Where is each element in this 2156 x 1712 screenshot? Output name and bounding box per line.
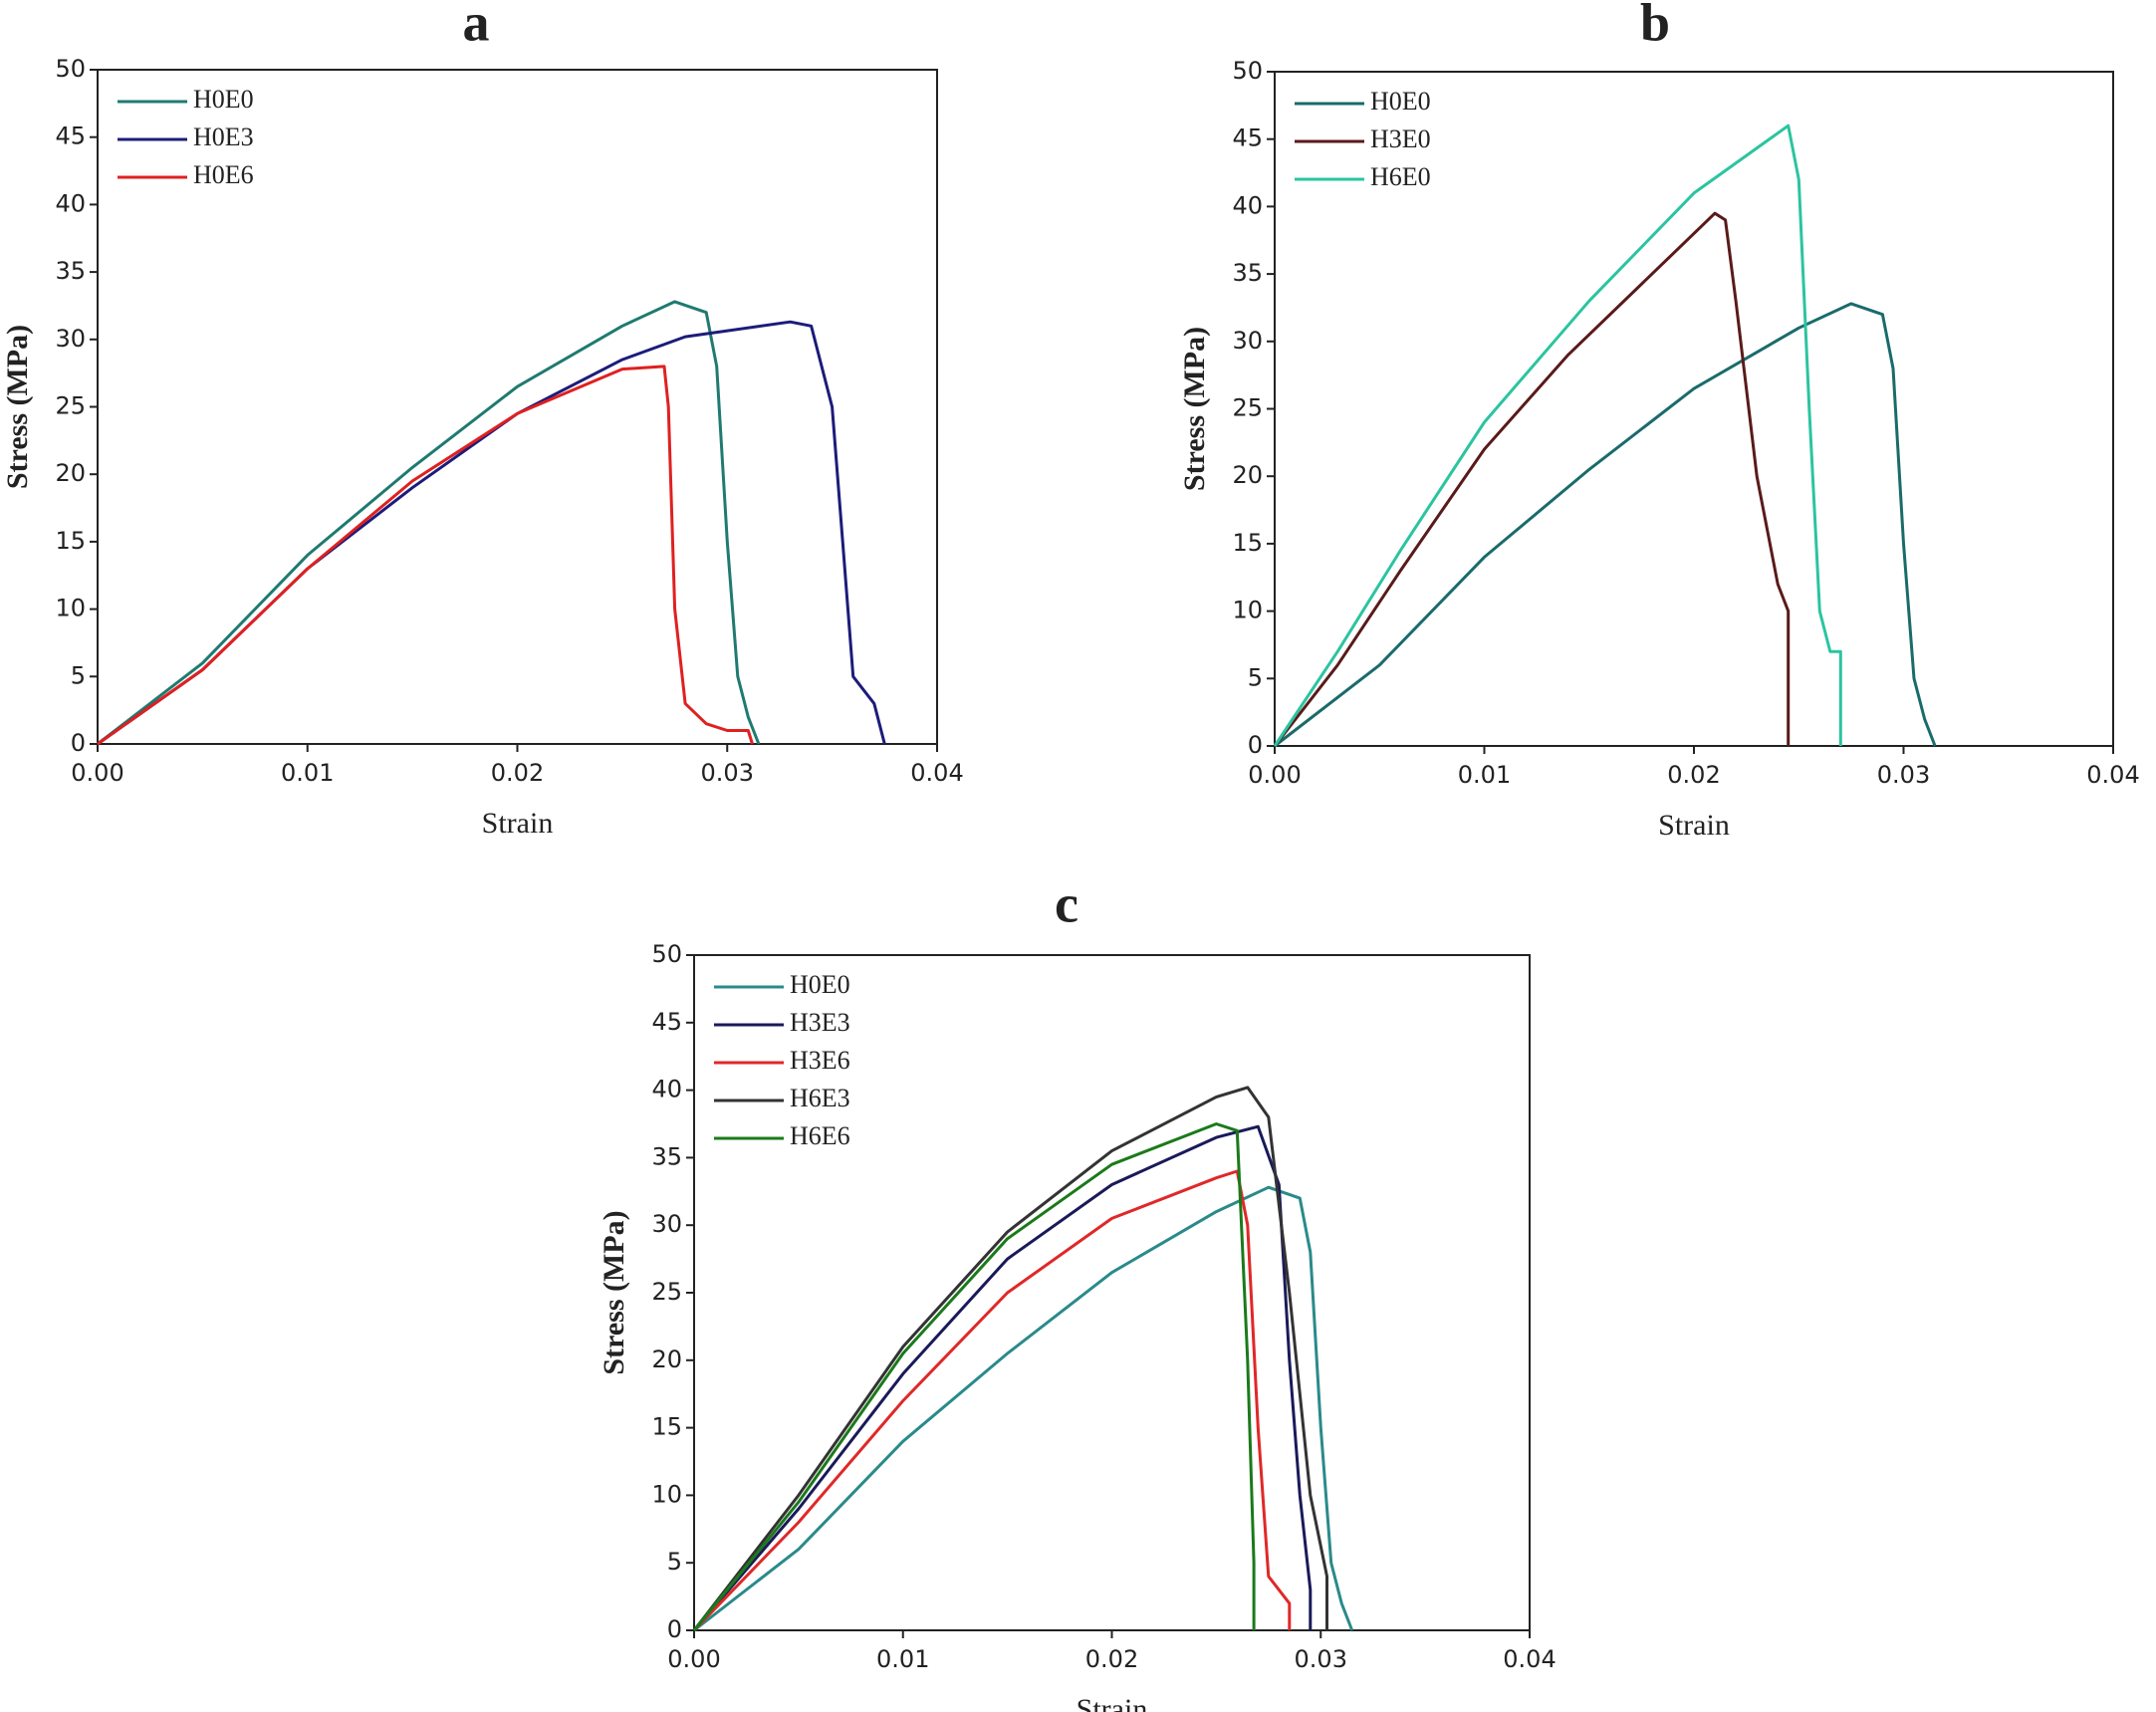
y-tick-label: 15	[55, 527, 86, 555]
y-axis-label: Stress (MPa)	[598, 1210, 630, 1374]
y-tick-label: 40	[55, 189, 86, 217]
y-tick-label: 0	[667, 1615, 682, 1643]
y-tick-label: 20	[55, 459, 86, 487]
y-tick-label: 35	[651, 1142, 682, 1170]
y-tick-label: 10	[651, 1480, 682, 1508]
x-tick-label: 0.01	[281, 759, 334, 787]
y-tick-label: 20	[651, 1345, 682, 1373]
x-axis-label: Strain	[1658, 809, 1730, 842]
y-tick-label: 45	[651, 1008, 682, 1036]
y-tick-label: 0	[71, 729, 86, 757]
y-tick-label: 30	[651, 1210, 682, 1238]
y-tick-label: 45	[55, 122, 86, 150]
series-line	[97, 320, 886, 746]
legend-label: H0E0	[1370, 87, 1431, 116]
legend-label: H0E3	[193, 122, 254, 151]
chart-panel: a 0.00 0.01 0.02 0.03 0.04 0 5 10 15 20 25 30 35 40 45 5…	[1, 0, 964, 840]
y-tick-label: 15	[651, 1413, 682, 1441]
legend-label: H0E0	[790, 970, 850, 999]
legend-label: H3E3	[790, 1008, 850, 1037]
x-tick-label: 0.00	[1248, 761, 1301, 789]
series-line	[1273, 123, 1842, 747]
y-tick-label: 5	[1248, 663, 1263, 691]
y-tick-label: 10	[1232, 597, 1263, 624]
y-tick-label: 5	[667, 1548, 682, 1576]
x-tick-label: 0.02	[1667, 761, 1720, 789]
legend-label: H3E6	[790, 1046, 850, 1075]
series-line	[1274, 302, 1937, 748]
series-line	[97, 365, 754, 746]
y-tick-label: 25	[55, 392, 86, 420]
y-tick-label: 40	[1232, 191, 1263, 219]
y-tick-label: 50	[55, 55, 86, 83]
y-tick-label: 35	[1232, 259, 1263, 287]
legend-label: H6E6	[790, 1121, 850, 1150]
legend-label: H6E3	[790, 1084, 850, 1112]
y-tick-label: 15	[1232, 529, 1263, 557]
x-tick-label: 0.01	[1458, 761, 1511, 789]
y-tick-label: 10	[55, 595, 86, 622]
x-tick-label: 0.00	[667, 1645, 720, 1673]
chart-panel: c 0.00 0.01 0.02 0.03 0.04 0 5 10 15 20 25 30 35 40 45 5…	[598, 873, 1557, 1712]
y-tick-label: 50	[651, 940, 682, 968]
legend-label: H3E0	[1370, 124, 1431, 153]
chart-title: c	[1055, 873, 1078, 933]
x-tick-label: 0.03	[1295, 1645, 1347, 1673]
series-line	[1273, 211, 1791, 747]
y-tick-label: 25	[651, 1278, 682, 1306]
legend-label: H0E6	[193, 160, 254, 189]
x-tick-label: 0.04	[910, 759, 963, 787]
y-tick-label: 30	[1232, 327, 1263, 355]
y-tick-label: 25	[1232, 394, 1263, 422]
x-tick-label: 0.04	[2086, 761, 2139, 789]
x-tick-label: 0.03	[1877, 761, 1930, 789]
y-tick-label: 30	[55, 325, 86, 353]
chart-panel: b 0.00 0.01 0.02 0.03 0.04 0 5 10 15 20 25 30 35 40 45 5…	[1178, 0, 2140, 842]
legend-label: H0E0	[193, 85, 254, 114]
y-tick-label: 0	[1248, 731, 1263, 759]
y-tick-label: 35	[55, 257, 86, 285]
legend-label: H6E0	[1370, 162, 1431, 191]
x-axis-label: Strain	[482, 807, 554, 840]
x-tick-label: 0.00	[71, 759, 123, 787]
x-tick-label: 0.02	[491, 759, 544, 787]
y-tick-label: 20	[1232, 461, 1263, 489]
series-line	[693, 1185, 1354, 1632]
x-tick-label: 0.03	[701, 759, 754, 787]
x-tick-label: 0.01	[876, 1645, 929, 1673]
y-tick-label: 45	[1232, 124, 1263, 152]
series-line	[97, 300, 761, 746]
series-line	[692, 1124, 1313, 1631]
x-tick-label: 0.04	[1503, 1645, 1556, 1673]
chart-title: a	[463, 0, 490, 52]
series-line	[692, 1086, 1328, 1631]
y-tick-label: 50	[1232, 57, 1263, 85]
series-line	[692, 1122, 1256, 1631]
x-axis-label: Strain	[1077, 1693, 1148, 1712]
chart-title: b	[1640, 0, 1670, 52]
y-tick-label: 40	[651, 1076, 682, 1103]
series-line	[692, 1169, 1292, 1632]
x-tick-label: 0.02	[1085, 1645, 1138, 1673]
y-axis-label: Stress (MPa)	[1, 325, 34, 489]
y-axis-label: Stress (MPa)	[1178, 327, 1211, 491]
y-tick-label: 5	[71, 661, 86, 689]
